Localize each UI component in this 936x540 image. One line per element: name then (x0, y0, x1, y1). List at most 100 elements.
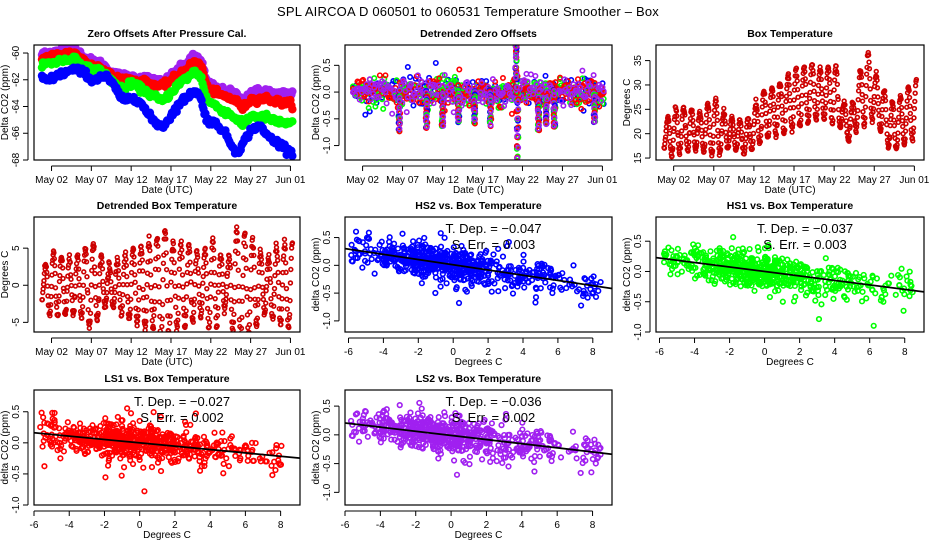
data-point (779, 103, 785, 109)
data-point (353, 236, 361, 243)
data-point (136, 297, 142, 303)
data-point (535, 109, 542, 116)
data-point (578, 105, 585, 112)
data-point (132, 272, 138, 278)
data-point (96, 296, 102, 302)
data-point (179, 254, 185, 261)
data-point (63, 298, 70, 304)
data-point (846, 133, 853, 139)
data-point (683, 133, 689, 139)
data-point (171, 259, 177, 266)
data-point (770, 101, 777, 107)
data-point (220, 281, 226, 288)
y-axis-label: Degrees C (0, 251, 11, 299)
data-point (168, 279, 174, 285)
data-point (828, 106, 834, 113)
data-point (722, 118, 728, 124)
data-point (895, 130, 901, 136)
data-point (542, 72, 549, 79)
data-point (535, 94, 542, 101)
data-point (721, 105, 727, 112)
y-tick-label: -1.0 (322, 137, 333, 155)
data-point (187, 270, 194, 277)
data-point (766, 118, 773, 124)
data-point (758, 132, 764, 139)
data-point (41, 278, 47, 284)
data-point (858, 298, 866, 305)
data-point (455, 95, 462, 102)
data-point (710, 133, 717, 139)
data-point (360, 76, 367, 83)
data-point (278, 321, 284, 328)
data-point (502, 98, 509, 105)
data-point (715, 133, 721, 139)
panel-title: Box Temperature (747, 28, 833, 40)
data-point (262, 309, 268, 316)
data-point (363, 81, 370, 88)
data-point (773, 131, 780, 138)
data-point (513, 84, 520, 91)
panel-title: Zero Offsets After Pressure Cal. (88, 28, 247, 40)
data-point (167, 297, 174, 303)
data-point (734, 141, 741, 148)
data-point (427, 253, 434, 261)
data-point (203, 271, 210, 277)
data-point (863, 93, 869, 100)
data-point (286, 311, 293, 318)
data-point (478, 270, 486, 277)
data-point (513, 57, 520, 64)
data-point (803, 264, 810, 271)
data-point (837, 276, 844, 283)
data-point (211, 269, 218, 276)
data-point (784, 256, 791, 263)
data-point (352, 91, 359, 98)
data-point (831, 87, 837, 93)
data-point (239, 334, 243, 338)
data-point (270, 313, 277, 320)
series-hs1 (37, 52, 297, 131)
data-point (803, 92, 809, 98)
data-point (99, 259, 105, 266)
data-point (907, 110, 914, 117)
data-point (763, 110, 769, 117)
data-point (170, 240, 177, 247)
data-point (873, 275, 881, 282)
data-point (91, 243, 97, 250)
data-point (383, 246, 391, 253)
data-point (558, 286, 565, 293)
data-point (820, 272, 827, 279)
data-point (151, 313, 157, 319)
data-point (423, 123, 430, 130)
data-point (485, 280, 492, 287)
data-point (802, 76, 808, 82)
data-point (767, 263, 774, 270)
data-point (874, 85, 881, 91)
data-point (830, 117, 836, 124)
data-point (687, 249, 695, 256)
data-point (115, 267, 122, 274)
data-point (795, 104, 802, 110)
data-point (709, 273, 716, 280)
data-point (899, 111, 905, 117)
data-point (275, 279, 282, 286)
data-point (123, 256, 129, 263)
data-point (365, 235, 373, 242)
data-point (191, 301, 197, 308)
data-point (425, 248, 432, 255)
data-point (521, 284, 528, 291)
data-point (909, 135, 916, 141)
data-point (814, 100, 821, 106)
data-point (159, 316, 165, 322)
data-point (142, 323, 149, 329)
data-point (783, 93, 790, 99)
data-point (592, 293, 600, 300)
data-point (795, 94, 801, 100)
data-point (65, 265, 71, 271)
data-point (802, 81, 809, 88)
x-tick-label: May 17 (155, 175, 188, 186)
data-point (71, 308, 77, 314)
data-point (844, 286, 852, 293)
data-point (61, 299, 67, 305)
data-point (823, 92, 829, 99)
